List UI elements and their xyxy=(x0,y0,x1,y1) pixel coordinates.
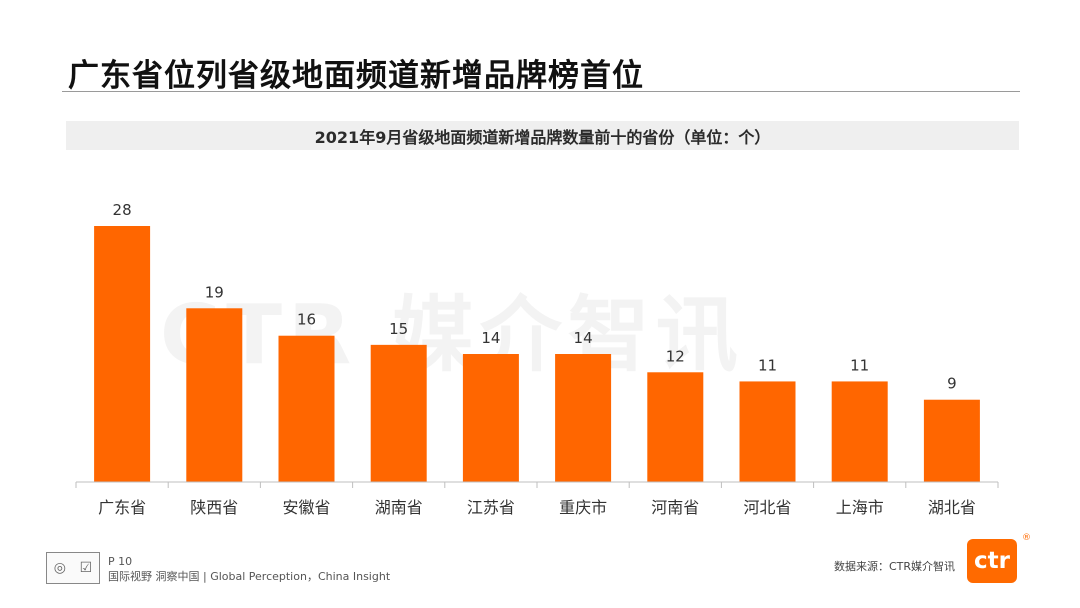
bar-8 xyxy=(831,381,888,482)
ctr-logo: ctr xyxy=(967,539,1017,583)
bar-2 xyxy=(278,335,335,482)
category-label: 河南省 xyxy=(651,498,699,517)
value-label: 14 xyxy=(574,329,593,347)
value-label: 19 xyxy=(205,283,224,301)
cert-seal-icon: ◎ xyxy=(53,560,67,576)
footer-info: P 10 国际视野 洞察中国 | Global Perception，China… xyxy=(108,554,390,584)
registered-mark: ® xyxy=(1022,533,1031,543)
page-title: 广东省位列省级地面频道新增品牌榜首位 xyxy=(68,58,644,94)
bar-9 xyxy=(923,399,980,482)
cert-check-icon: ☑ xyxy=(79,560,93,576)
value-label: 28 xyxy=(113,201,132,219)
category-label: 湖南省 xyxy=(375,498,423,517)
value-label: 12 xyxy=(666,347,685,365)
title-divider xyxy=(62,91,1020,92)
value-label: 11 xyxy=(850,356,869,374)
category-label: 上海市 xyxy=(836,498,884,517)
category-label: 湖北省 xyxy=(928,498,976,517)
bar-4 xyxy=(462,354,519,482)
bars-group xyxy=(94,226,980,482)
category-label: 陕西省 xyxy=(190,498,238,517)
bar-1 xyxy=(186,308,243,482)
category-label: 广东省 xyxy=(98,498,146,517)
category-label: 重庆市 xyxy=(559,498,607,517)
category-label: 江苏省 xyxy=(467,498,515,517)
bar-7 xyxy=(739,381,796,482)
category-labels-group: 广东省 陕西省 安徽省 湖南省 江苏省 重庆市 河南省 河北省 上海市 湖北省 xyxy=(98,498,976,517)
bar-5 xyxy=(555,354,612,482)
value-label: 14 xyxy=(481,329,500,347)
value-labels-group: 28 19 16 15 14 14 12 11 11 9 xyxy=(113,201,957,393)
watermark: CTR 媒介智讯 xyxy=(160,288,744,383)
bar-3 xyxy=(370,344,427,482)
bar-0 xyxy=(94,226,151,482)
data-source: 数据来源：CTR媒介智讯 xyxy=(834,560,956,573)
x-axis-ticks xyxy=(75,482,999,488)
bar-6 xyxy=(647,372,704,482)
chart-title: 2021年9月省级地面频道新增品牌数量前十的省份（单位：个） xyxy=(314,127,771,147)
value-label: 11 xyxy=(758,356,777,374)
value-label: 16 xyxy=(297,311,316,329)
page-number: P 10 xyxy=(108,555,133,568)
category-label: 河北省 xyxy=(743,498,791,517)
chart-title-bar: 2021年9月省级地面频道新增品牌数量前十的省份（单位：个） xyxy=(66,121,1019,150)
category-label: 安徽省 xyxy=(282,498,330,517)
value-label: 9 xyxy=(947,375,957,393)
value-label: 15 xyxy=(389,320,408,338)
footer-tagline: 国际视野 洞察中国 | Global Perception，China Insi… xyxy=(108,570,391,583)
certification-logo: ◎ ☑ xyxy=(46,552,100,584)
